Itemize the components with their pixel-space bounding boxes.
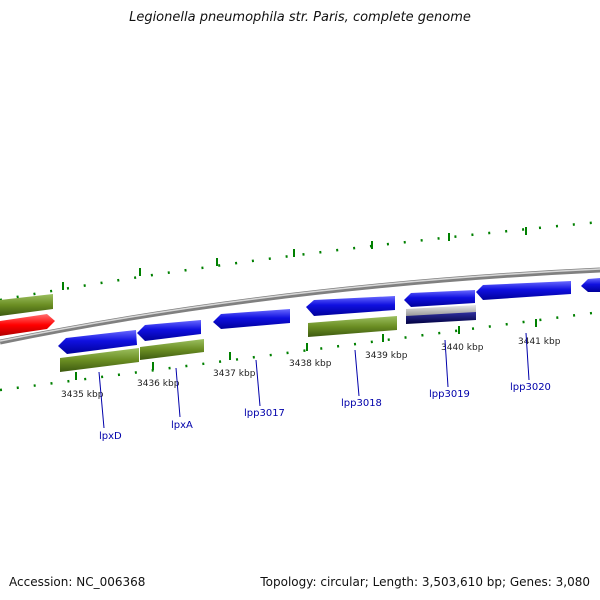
ruler-tick-label: 3439 kbp: [365, 351, 408, 361]
accession-text: Accession: NC_006368: [9, 575, 146, 589]
gene-lpp3019-arrow[interactable]: [404, 290, 475, 307]
gene-lpp3017-arrow[interactable]: [213, 309, 290, 329]
gene-label-lpp3017[interactable]: lpp3017: [244, 408, 285, 419]
gene-label-lpp3020[interactable]: lpp3020: [510, 382, 551, 393]
ruler-tick-label: 3435 kbp: [61, 390, 104, 400]
leader-lpxD: [98, 371, 105, 429]
leader-lpp3019: [444, 339, 449, 388]
leader-lpxA: [175, 367, 181, 418]
gene-next-arrow[interactable]: [581, 278, 600, 292]
ruler-tick-label: 3437 kbp: [213, 369, 256, 379]
green-feature-lpxD: [60, 348, 139, 372]
ruler-tick-label: 3440 kbp: [441, 343, 484, 353]
gene-label-lpp3018[interactable]: lpp3018: [341, 398, 382, 409]
gene-lpxD-arrow[interactable]: [58, 330, 137, 354]
navy-feature-lpp3019: [406, 312, 476, 324]
gene-label-lpxD[interactable]: lpxD: [99, 431, 122, 442]
ruler-tick-label: 3436 kbp: [137, 379, 180, 389]
gene-lpxA-arrow[interactable]: [137, 320, 201, 341]
ruler-tick-label: 3438 kbp: [289, 359, 332, 369]
leader-lpp3018: [354, 349, 360, 397]
green-feature-lpp3018: [308, 316, 397, 337]
green-feature-left: [0, 294, 53, 316]
upper-track-major-ticks: [62, 227, 527, 290]
gene-label-lpp3019[interactable]: lpp3019: [429, 389, 470, 400]
leader-lpp3020: [525, 332, 530, 381]
red-feature: [0, 314, 55, 336]
ruler-tick-label: 3441 kbp: [518, 337, 561, 347]
genome-backbone: [0, 267, 600, 345]
genome-summary-text: Topology: circular; Length: 3,503,610 bp…: [260, 575, 590, 589]
leader-lpp3017: [255, 359, 261, 407]
ruler-major-ticks: [75, 319, 537, 380]
gene-lpp3018-arrow[interactable]: [306, 296, 395, 316]
gene-lpp3020-arrow[interactable]: [476, 281, 571, 300]
green-feature-lpxA: [140, 339, 204, 360]
gene-label-lpxA[interactable]: lpxA: [171, 420, 193, 431]
genome-title: Legionella pneumophila str. Paris, compl…: [129, 10, 471, 25]
